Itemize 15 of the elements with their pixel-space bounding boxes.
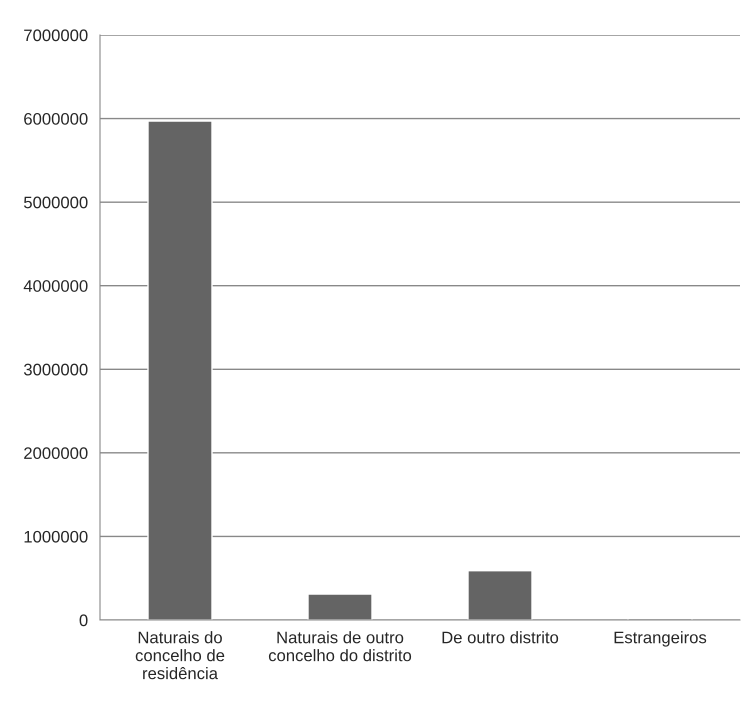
bar [147, 120, 213, 620]
y-tick-label: 7000000 [24, 29, 88, 42]
x-tick-label: Naturais do concelho de residência [136, 631, 224, 680]
y-tick-label: 5000000 [24, 196, 88, 208]
bar [307, 593, 373, 620]
y-tick-label: 2000000 [24, 447, 88, 460]
x-tick-label: De outro distrito [442, 631, 558, 644]
x-tick-label: Naturais de outro concelho do distrito [268, 631, 412, 662]
y-tick-label: 1000000 [24, 530, 88, 543]
y-tick-label: 4000000 [24, 280, 88, 292]
y-tick-label: 3000000 [24, 364, 88, 376]
bar [467, 570, 533, 620]
y-tick-label: 0 [80, 614, 88, 626]
x-tick-label: Estrangeiros [614, 631, 706, 647]
y-tick-label: 6000000 [24, 112, 88, 125]
